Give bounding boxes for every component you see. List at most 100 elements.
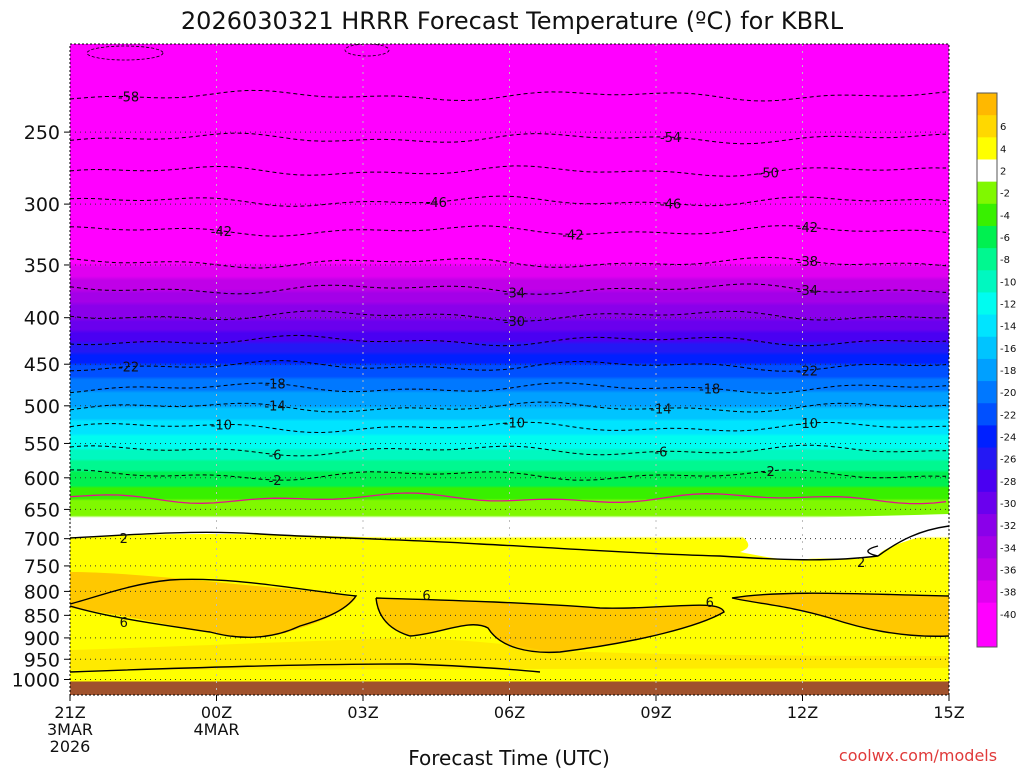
y-tick-label: 950	[24, 649, 60, 671]
colorbar-label: 4	[1000, 144, 1006, 155]
contour-label: -50	[758, 166, 779, 181]
colorbar-swatch	[977, 248, 997, 271]
colorbar-swatch	[977, 403, 997, 426]
colorbar-frame	[976, 92, 998, 648]
contour-label: -10	[797, 417, 818, 432]
white-pocket	[720, 514, 949, 560]
colorbar-label: -16	[1000, 344, 1016, 355]
contour-label: -30	[504, 315, 525, 330]
y-tick-label: 1000	[12, 670, 60, 692]
colorbar-swatch	[977, 270, 997, 293]
y-tick-label: 850	[24, 605, 60, 627]
contour-6c-central	[375, 597, 725, 654]
colorbar-swatch	[977, 358, 997, 382]
top-contour-west	[86, 45, 164, 61]
y-tick-label: 700	[24, 529, 60, 551]
x-tick-label: 21Z	[54, 703, 85, 722]
y-tick-label: 550	[24, 433, 60, 455]
colorbar-label: -18	[1000, 366, 1016, 377]
contour-label: -18	[264, 378, 285, 393]
colorbar-swatch	[977, 159, 997, 183]
x-tick-label: 4MAR	[193, 720, 239, 739]
contour-labels: -58-54-50-46 -46-42 -42-42-38-34 -34-30-22-…	[118, 91, 865, 631]
credit-text: coolwx.com/models	[839, 746, 997, 765]
x-axis-label: Forecast Time (UTC)	[408, 746, 610, 768]
contour-label: -10	[211, 418, 232, 433]
colorbar-swatch	[977, 558, 997, 582]
top-contour-central	[344, 44, 390, 57]
contour-label: -14	[264, 399, 285, 414]
contour-label: -42	[797, 221, 818, 236]
colorbar-label: -2	[1000, 189, 1010, 200]
colorbar-swatch	[977, 536, 997, 559]
colorbar-swatch	[977, 225, 997, 249]
contour-label: -2	[269, 474, 282, 489]
y-tick-label: 350	[24, 255, 60, 277]
contour-label: -18	[699, 382, 720, 397]
colorbar-label: -38	[1000, 588, 1016, 599]
contour-label: -22	[118, 361, 139, 376]
chart-title: 2026030321 HRRR Forecast Temperature (ºC…	[181, 7, 844, 35]
colorbar-label: -14	[1000, 322, 1016, 333]
colorbar-swatch	[977, 93, 997, 116]
contour-label: 2	[120, 532, 128, 547]
warm-layer-6c-east	[732, 593, 949, 637]
colorbar-swatch	[977, 203, 997, 227]
contour-label: 6	[422, 589, 430, 604]
colorbar-label: -8	[1000, 255, 1010, 266]
colorbar-swatch	[977, 314, 997, 338]
colorbar-label: -28	[1000, 477, 1016, 488]
colorbar-label: -40	[1000, 610, 1016, 621]
y-tick-label: 650	[24, 499, 60, 521]
x-tick-label: 00Z	[201, 703, 232, 722]
colorbar-swatch	[977, 447, 997, 471]
colorbar-swatch	[977, 292, 997, 316]
contour-label: -54	[660, 131, 681, 146]
y-tick-label: 900	[24, 628, 60, 650]
colorbar-label: -32	[1000, 521, 1016, 532]
contour-label: -6	[654, 445, 667, 460]
colorbar-label: -12	[1000, 300, 1016, 311]
x-tick-label: 09Z	[640, 703, 671, 722]
colorbar-label: -4	[1000, 211, 1010, 222]
freezing-line	[70, 492, 947, 505]
colorbar-label: -24	[1000, 432, 1016, 443]
contour-4c-low	[70, 663, 541, 673]
contour-label: -58	[118, 91, 139, 106]
y-axis: 2503003504004505005506006507007508008509…	[12, 122, 70, 692]
colorbar-label: -6	[1000, 233, 1010, 244]
y-tick-label: 300	[24, 194, 60, 216]
contour-label: -14	[650, 402, 671, 417]
contour-label: -46	[660, 197, 681, 212]
contour-label: 2	[857, 556, 865, 571]
colorbar-label: -36	[1000, 565, 1016, 576]
y-tick-label: 450	[24, 354, 60, 376]
contour-label: -22	[797, 364, 818, 379]
colorbar-label: 2	[1000, 167, 1006, 178]
x-tick-label: 03Z	[347, 703, 378, 722]
colorbar-label: -34	[1000, 543, 1016, 554]
contour-label: -34	[797, 284, 818, 299]
contour-6c-west	[70, 578, 358, 639]
contour-label: -34	[504, 287, 525, 302]
colorbar-swatch	[977, 181, 997, 205]
contour-label: 6	[706, 596, 714, 611]
y-tick-label: 400	[24, 308, 60, 330]
contour-label: 6	[120, 616, 128, 631]
y-tick-label: 250	[24, 122, 60, 144]
y-tick-label: 600	[24, 468, 60, 490]
contour-label: -6	[269, 448, 282, 463]
contour-label: -42	[211, 225, 232, 240]
contour-label: -46	[426, 196, 447, 211]
colorbar-label: -10	[1000, 277, 1016, 288]
colorbar-swatch	[977, 425, 997, 449]
x-tick-label: 2026	[50, 737, 91, 756]
colorbar-swatch	[977, 469, 997, 493]
contour-label: -2	[762, 465, 775, 480]
colorbar-swatch	[977, 491, 997, 515]
colorbar-swatch	[977, 602, 997, 626]
colorbar-swatch	[977, 514, 997, 537]
colorbar-label: -30	[1000, 499, 1016, 510]
